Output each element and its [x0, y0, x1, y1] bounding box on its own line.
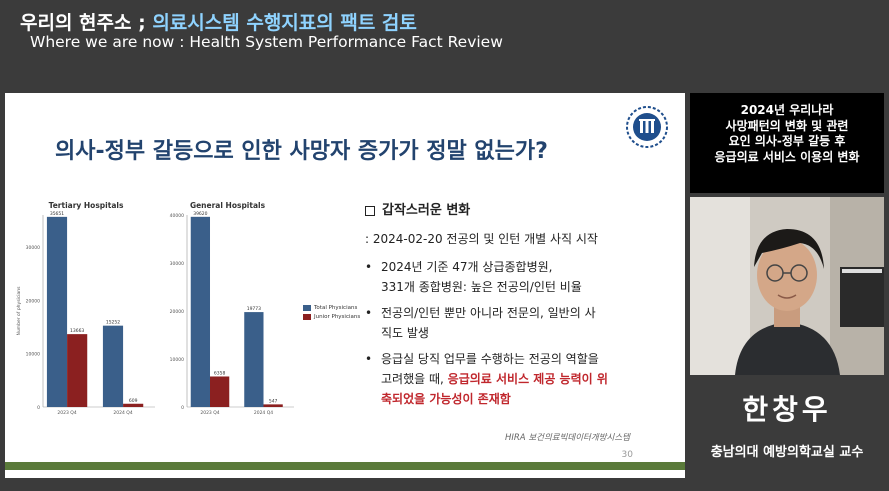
chart-y-tick-label: 20000	[26, 298, 40, 304]
bullet-highlight-text: 축되었을 가능성이 존재함	[381, 392, 511, 406]
chart-y-tick-label: 10000	[26, 352, 40, 358]
chart-bar	[190, 216, 211, 407]
bullet-highlight-text: 응급의료 서비스 제공 능력이 위	[447, 372, 608, 386]
bullet-text-line: 고려했을 때, 응급의료 서비스 제공 능력이 위	[381, 369, 608, 389]
chart-x-tick-label: 2023 Q4	[57, 410, 76, 416]
info-line: 2024년 우리나라	[740, 103, 834, 117]
bullet-text: 전공의/인턴 뿐만 아니라 전문의, 일반의 사	[381, 306, 596, 320]
university-logo-icon	[626, 106, 668, 148]
header-title-accent: 의료시스템 수행지표의 팩트 검토	[152, 12, 417, 34]
bullet-dot-icon: •	[365, 352, 373, 366]
speaker-affiliation: 충남의대 예방의학교실 교수	[710, 445, 864, 460]
info-line: 사망패턴의 변화 및 관련	[725, 118, 849, 133]
bullet-text: 2024년 기준 47개 상급종합병원,	[381, 260, 553, 274]
header-title: 우리의 현주소 ; 의료시스템 수행지표의 팩트 검토	[20, 8, 417, 35]
chart-legend: Total Physicians Junior Physicians	[303, 305, 360, 323]
checkbox-square-icon	[365, 206, 375, 216]
bullet-text: 고려했을 때,	[381, 372, 448, 386]
chart-y-tick-label: 20000	[170, 309, 184, 315]
chart-y-tick-label: 30000	[26, 245, 40, 251]
chart-y-tick-label: 40000	[170, 213, 184, 219]
chart-bar	[46, 216, 68, 407]
bullet-text: 직도 발생	[381, 326, 429, 340]
bullet-item-3: • 응급실 당직 업무를 수행하는 전공의 역할을 고려했을 때, 응급의료 서…	[365, 349, 665, 409]
header-subtitle: Where we are now : Health System Perform…	[30, 33, 503, 51]
chart-general-svg: 0 10000 20000 30000 40000 39620 6358 2023 Q4 197…	[170, 211, 294, 416]
legend-item-junior: Junior Physicians	[303, 314, 360, 320]
lecture-info-text: 2024년 우리나라 사망패턴의 변화 및 관련 요인 의사-정부 갈등 후 응…	[690, 103, 884, 165]
chart-y-axis-label: Number of physicians	[16, 286, 22, 336]
chart-y-tick-label: 0	[37, 405, 40, 411]
lecture-info-panel: 2024년 우리나라 사망패턴의 변화 및 관련 요인 의사-정부 갈등 후 응…	[690, 93, 884, 193]
chart-y-tick-label: 10000	[170, 357, 184, 363]
chart-y-tick-label: 0	[181, 405, 184, 411]
chart-y-tick-label: 30000	[170, 261, 184, 267]
chart-tertiary-hospitals: Tertiary Hospitals 0 10000 20000 30000 Numbe…	[11, 201, 161, 421]
bullet-dot-icon: •	[365, 260, 373, 274]
chart-x-tick-label: 2024 Q4	[254, 410, 273, 416]
bullet-heading: 갑작스러운 변화	[365, 201, 665, 221]
chart-bar	[67, 334, 88, 407]
presentation-slide: 의사-정부 갈등으로 인한 사망자 증가가 정말 없는가? Tertiary H…	[5, 93, 685, 478]
speaker-portrait-image	[690, 197, 884, 375]
bullet-text: 331개 종합병원: 높은 전공의/인턴 비율	[381, 280, 582, 294]
legend-swatch-junior	[303, 314, 311, 320]
speaker-webcam-video	[690, 197, 884, 375]
chart-data-label: 15252	[106, 320, 120, 326]
chart-bar	[102, 325, 124, 407]
chart-bar	[123, 403, 144, 407]
slide-page-number: 30	[621, 450, 633, 460]
chart-x-tick-label: 2024 Q4	[113, 410, 132, 416]
chart-data-label: 609	[129, 398, 138, 404]
chart-data-label: 547	[269, 398, 278, 404]
chart-bar	[210, 376, 230, 407]
info-line: 응급의료 서비스 이용의 변화	[714, 149, 860, 164]
chart-data-label: 19773	[247, 306, 261, 312]
data-source-note: HIRA 보건의료빅데이터개방시스템	[505, 433, 630, 443]
speaker-name: 한창우	[742, 393, 832, 426]
chart-data-label: 6358	[214, 370, 226, 376]
chart-x-tick-label: 2023 Q4	[200, 410, 219, 416]
legend-swatch-total	[303, 305, 311, 311]
chart-title: General Hospitals	[189, 201, 266, 210]
chart-data-label: 39620	[193, 211, 207, 217]
legend-label: Total Physicians	[314, 305, 358, 311]
bullet-heading-text: 갑작스러운 변화	[382, 203, 471, 218]
bullet-text: 응급실 당직 업무를 수행하는 전공의 역할을	[381, 352, 599, 366]
bullet-date-line: : 2024-02-20 전공의 및 인턴 개별 사직 시작	[365, 232, 598, 246]
chart-bar	[244, 312, 264, 407]
chart-bar	[263, 404, 283, 407]
chart-data-label: 13663	[70, 328, 84, 334]
slide-title: 의사-정부 갈등으로 인한 사망자 증가가 정말 없는가?	[55, 139, 548, 164]
legend-item-total: Total Physicians	[303, 305, 360, 311]
bullet-item-2: • 전공의/인턴 뿐만 아니라 전문의, 일반의 사 직도 발생	[365, 303, 665, 343]
bullet-item-1: • 2024년 기준 47개 상급종합병원, 331개 종합병원: 높은 전공의…	[365, 257, 665, 297]
info-line: 요인 의사-정부 갈등 후	[728, 134, 846, 148]
chart-title: Tertiary Hospitals	[48, 201, 124, 210]
legend-label: Junior Physicians	[314, 314, 361, 320]
header-title-prefix: 우리의 현주소 ;	[20, 12, 153, 34]
slide-footer-bar	[5, 462, 685, 470]
chart-general-hospitals: General Hospitals 0 10000 20000 30000 40000 3…	[155, 201, 300, 421]
bullet-content: 갑작스러운 변화 : 2024-02-20 전공의 및 인턴 개별 사직 시작 …	[365, 201, 665, 415]
chart-tertiary-svg: 0 10000 20000 30000 Number of physicians 3565…	[16, 211, 155, 416]
bullet-dot-icon: •	[365, 306, 373, 320]
chart-data-label: 35651	[50, 211, 64, 217]
